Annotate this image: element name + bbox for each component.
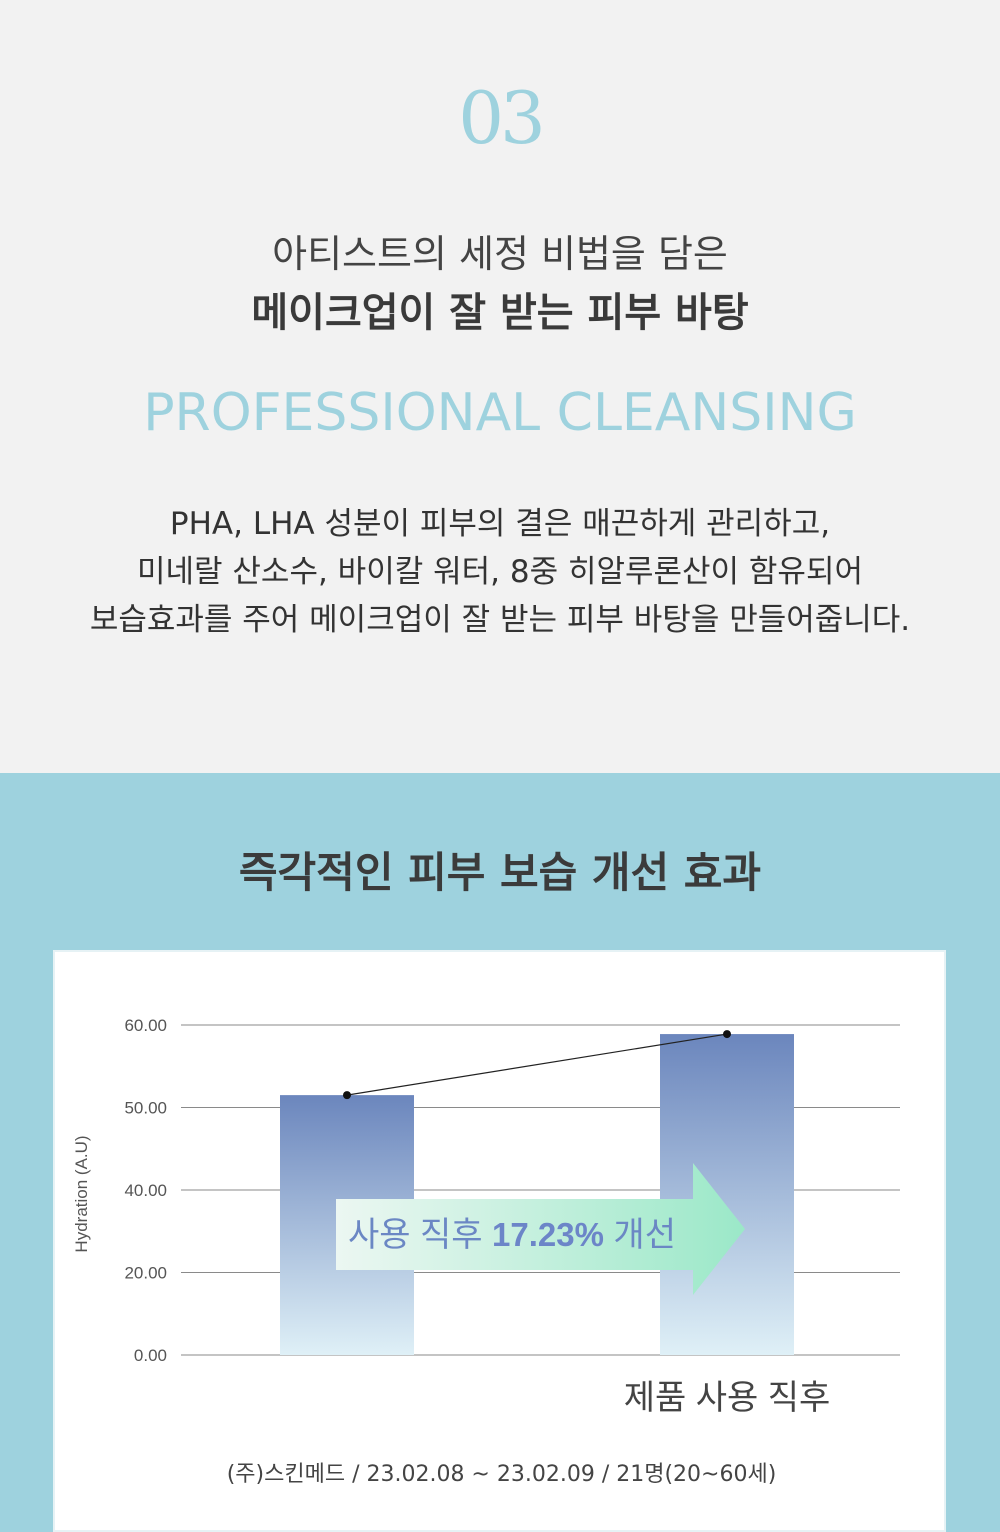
intro-section: 03 아티스트의 세정 비법을 담은 메이크업이 잘 받는 피부 바탕 PROF… — [0, 76, 1000, 644]
hydration-chart: 0.00 20.00 40.00 50.00 60.00 사용 직후 17.23% 개선… — [72, 1016, 900, 1417]
improvement-label: 사용 직후 17.23% 개선 — [348, 1216, 676, 1254]
description-line: 보습효과를 주어 메이크업이 잘 받는 피부 바탕을 만들어줍니다. — [89, 602, 911, 638]
chart-section: 즉각적인 피부 보습 개선 효과 0.00 20.00 40.00 50.00 60.0… — [0, 773, 1000, 1532]
description-line: PHA, LHA 성분이 피부의 결은 매끈하게 관리하고, — [169, 506, 831, 542]
improvement-value: 17.23% — [492, 1216, 604, 1253]
chart-panel: 0.00 20.00 40.00 50.00 60.00 사용 직후 17.23% 개선… — [53, 950, 946, 1532]
y-tick-label: 20.00 — [124, 1264, 167, 1283]
improvement-suffix: 개선 — [604, 1216, 676, 1254]
y-tick-label: 40.00 — [124, 1181, 167, 1200]
english-title: PROFESSIONAL CLEANSING — [143, 383, 857, 443]
section-number: 03 — [458, 76, 546, 160]
chart-section-title: 즉각적인 피부 보습 개선 효과 — [238, 848, 762, 897]
data-point — [343, 1091, 351, 1100]
data-point — [723, 1030, 731, 1039]
description-line: 미네랄 산소수, 바이칼 워터, 8중 히알루론산이 함유되어 — [137, 554, 863, 590]
trend-line — [346, 1033, 728, 1096]
y-axis-label: Hydration (A.U) — [72, 1135, 91, 1252]
y-tick-label: 60.00 — [124, 1016, 167, 1035]
y-tick-label: 0.00 — [134, 1346, 167, 1365]
improvement-prefix: 사용 직후 — [348, 1216, 492, 1254]
y-tick-label: 50.00 — [124, 1099, 167, 1118]
study-footnote: (주)스킨메드 / 23.02.08 ~ 23.02.09 / 21명(20~6… — [226, 1462, 777, 1487]
headline-line2: 메이크업이 잘 받는 피부 바탕 — [251, 290, 749, 336]
x-category-label: 제품 사용 직후 — [624, 1379, 831, 1417]
bar — [660, 1034, 794, 1355]
description: PHA, LHA 성분이 피부의 결은 매끈하게 관리하고, 미네랄 산소수, … — [0, 500, 1000, 644]
headline-line1: 아티스트의 세정 비법을 담은 — [272, 232, 728, 276]
improvement-arrow — [336, 1163, 745, 1295]
